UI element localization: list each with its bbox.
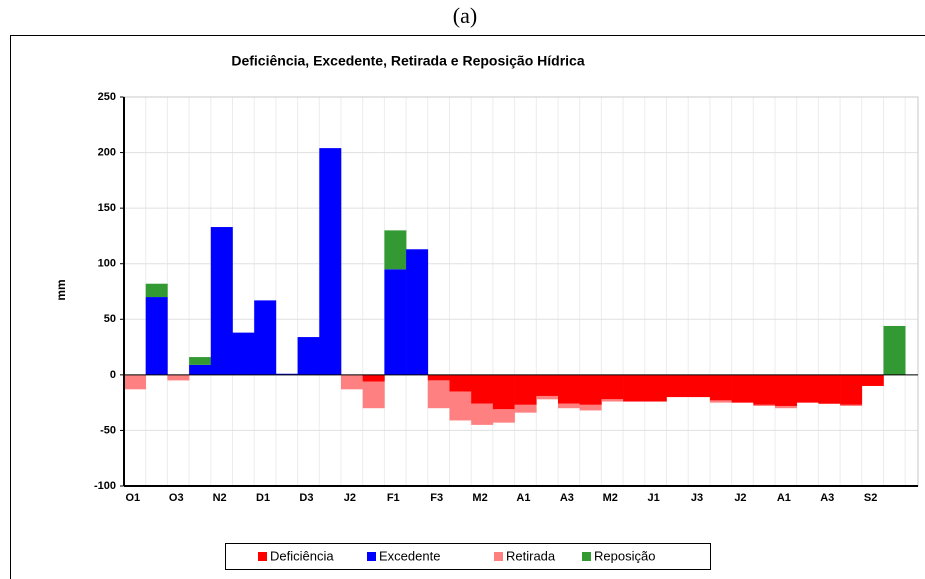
x-tick-label: S2 [864, 492, 877, 504]
bar [189, 357, 212, 365]
bar [775, 405, 797, 409]
bar [731, 374, 754, 403]
x-tick-label: J2 [344, 492, 356, 504]
bar [275, 373, 298, 375]
x-tick-label: M2 [472, 492, 487, 504]
bar [124, 374, 146, 390]
bar [427, 380, 450, 409]
y-tick-label: 100 [98, 258, 116, 270]
x-tick-label: A3 [820, 492, 834, 504]
y-tick-label: 200 [98, 146, 116, 158]
legend-swatch [582, 552, 591, 561]
bar [709, 400, 732, 403]
legend-label: Excedente [379, 548, 440, 563]
y-tick-label: -50 [100, 424, 116, 436]
bar [818, 374, 841, 404]
bar [558, 374, 580, 404]
bar [753, 404, 776, 406]
bar [145, 283, 168, 298]
x-tick-label: D1 [256, 492, 270, 504]
panel-label: (a) [453, 3, 477, 28]
bar [536, 374, 559, 396]
bar [883, 325, 906, 375]
y-tick-label: 150 [98, 202, 116, 214]
bar [210, 227, 233, 375]
x-tick-label: F1 [387, 492, 400, 504]
bar [601, 374, 624, 400]
legend-label: Deficiência [270, 548, 334, 563]
bar [167, 374, 190, 381]
x-tick-label: A1 [777, 492, 791, 504]
y-tick-label: 50 [104, 313, 116, 325]
bar [514, 374, 537, 405]
bar [384, 230, 407, 270]
x-tick-label: M2 [603, 492, 618, 504]
bar [406, 249, 429, 375]
bar [362, 381, 385, 409]
x-tick-label: D3 [299, 492, 313, 504]
legend-box [225, 543, 711, 570]
bar [775, 374, 797, 406]
bar [579, 374, 602, 405]
x-tick-label: A1 [516, 492, 530, 504]
x-tick-label: A3 [560, 492, 574, 504]
bar [297, 337, 320, 375]
x-tick-label: N2 [213, 492, 227, 504]
bar [514, 404, 537, 413]
bar [384, 269, 407, 375]
bar [471, 374, 494, 404]
bar [254, 300, 277, 375]
chart-frame [10, 35, 925, 579]
x-tick-label: J2 [734, 492, 746, 504]
bar [427, 374, 450, 381]
legend-swatch [367, 552, 376, 561]
x-tick-label: J3 [691, 492, 703, 504]
legend-label: Reposição [594, 548, 655, 563]
x-tick-label: J1 [648, 492, 660, 504]
bar [471, 403, 494, 425]
x-tick-label: O3 [169, 492, 184, 504]
chart-title: Deficiência, Excedente, Retirada e Repos… [231, 53, 584, 69]
bar [840, 404, 863, 406]
bar [579, 404, 602, 411]
x-tick-label: O1 [126, 492, 141, 504]
bar [861, 374, 884, 386]
bar [709, 374, 732, 401]
bar [623, 374, 646, 402]
bar [232, 332, 255, 375]
y-tick-label: -100 [94, 480, 116, 492]
bar [688, 374, 711, 398]
bar [492, 409, 515, 423]
legend-label: Retirada [506, 548, 556, 563]
bar [449, 391, 472, 421]
y-tick-label: 250 [98, 91, 116, 103]
bar [644, 374, 667, 402]
bar [145, 297, 168, 375]
bar [601, 399, 624, 402]
plot-border [123, 96, 919, 487]
bar [840, 374, 863, 405]
y-tick-label: 0 [110, 369, 116, 381]
x-tick-label: F3 [430, 492, 443, 504]
bar [362, 374, 385, 382]
bar [319, 148, 342, 375]
bar [796, 374, 819, 403]
bar [341, 374, 363, 390]
bar [492, 374, 515, 410]
bar [666, 374, 689, 398]
bar [753, 374, 776, 405]
bar [558, 403, 580, 409]
legend-swatch [258, 552, 267, 561]
legend-swatch [494, 552, 503, 561]
bar [536, 395, 559, 400]
bar [449, 374, 472, 392]
y-axis-label: mm [54, 279, 68, 300]
bar [189, 364, 212, 375]
